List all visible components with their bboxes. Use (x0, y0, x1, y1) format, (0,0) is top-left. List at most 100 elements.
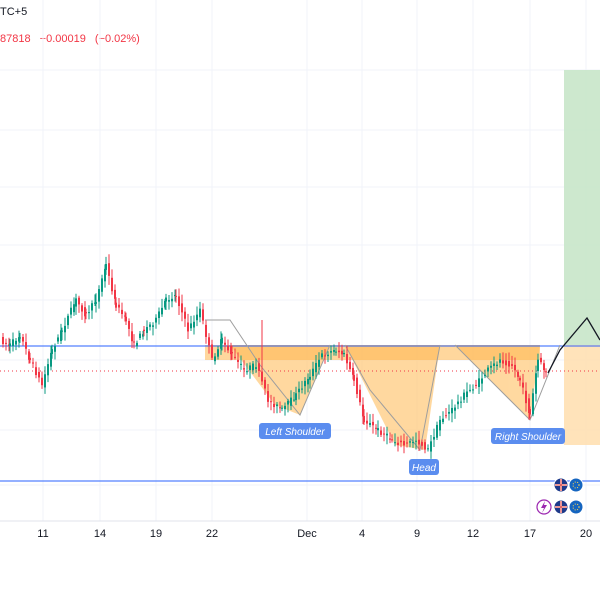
candle-body (67, 315, 69, 326)
candle-body (421, 441, 423, 446)
candle-body (221, 337, 223, 344)
time-axis[interactable]: 11 14 19 22 Dec 4 9 12 17 20 (37, 528, 592, 540)
candle-body (324, 355, 326, 357)
candle-body (366, 420, 368, 424)
last-price: 87818 (0, 33, 31, 45)
candle-body (330, 351, 332, 353)
symbol-header: TC+5 (0, 6, 28, 18)
candle-body (369, 423, 371, 425)
candle-body (287, 400, 289, 405)
candle-body (70, 307, 72, 315)
candle-body (155, 317, 157, 323)
candle-body (19, 337, 21, 339)
candle-body (397, 442, 399, 446)
candle-body (249, 365, 251, 371)
candle-body (386, 433, 388, 436)
candle-body (270, 401, 272, 403)
time-axis-label: 20 (580, 528, 592, 540)
candle-body (136, 342, 138, 347)
target-zone (564, 70, 600, 345)
candle-body (234, 356, 236, 358)
candle-body (281, 407, 283, 409)
flag-gb-icon[interactable] (553, 477, 569, 493)
candle-body (142, 334, 144, 337)
time-axis-label: 12 (467, 528, 479, 540)
candle-body (255, 367, 257, 369)
candle-body (333, 350, 335, 352)
candle-body (481, 378, 483, 384)
lightning-icon[interactable] (536, 499, 552, 515)
candle-body (451, 407, 453, 414)
candle-body (161, 307, 163, 315)
candle-body (454, 407, 456, 411)
candle-body (125, 316, 127, 322)
candle-body (341, 350, 343, 355)
candle-body (304, 380, 306, 387)
time-axis-label: 14 (94, 528, 106, 540)
candle-body (528, 398, 530, 414)
candle-body (276, 404, 278, 407)
candle-body (47, 364, 49, 376)
time-axis-label: 11 (37, 528, 48, 540)
candle-body (298, 388, 300, 393)
candle-body (522, 382, 524, 388)
candle-body (2, 337, 4, 345)
candle-body (403, 441, 405, 446)
candle-body (217, 349, 219, 357)
candle-body (208, 337, 210, 346)
event-icons[interactable] (536, 477, 584, 515)
candle-body (88, 312, 90, 314)
candle-body (380, 430, 382, 435)
candle-body (409, 441, 411, 443)
candle-body (246, 371, 248, 373)
right-shoulder-text: Right Shoulder (495, 432, 562, 443)
candle-body (273, 403, 275, 408)
candle-body (5, 342, 7, 344)
candle-body (439, 419, 441, 431)
candle-body (514, 364, 516, 371)
candle-body (38, 371, 40, 378)
candle-body (375, 427, 377, 429)
candle-body (442, 418, 444, 423)
candle-body (493, 363, 495, 366)
candle-body (472, 389, 474, 391)
candle-body (51, 349, 53, 355)
candle-body (50, 352, 52, 367)
candle-body (457, 401, 459, 405)
projection-path (547, 316, 600, 374)
candle-body (25, 342, 27, 349)
candle-body (478, 378, 480, 387)
flag-eu-icon[interactable] (568, 477, 584, 493)
candle-body (101, 278, 103, 292)
time-axis-label: Dec (297, 528, 317, 540)
candle-body (359, 389, 361, 403)
candle-body (346, 354, 348, 364)
candle-body (181, 303, 183, 313)
price-change-header: 87818 −0.00019 (−0.02%) (0, 33, 146, 45)
candle-body (252, 363, 254, 371)
candle-body (54, 346, 56, 352)
candle-body (91, 303, 93, 311)
candle-body (165, 297, 167, 302)
candle-body (193, 321, 195, 328)
candle-body (61, 330, 63, 332)
candle-body (460, 401, 462, 403)
candles (2, 254, 547, 459)
candle-body (545, 371, 547, 373)
candle-body (529, 409, 531, 415)
flag-gb-icon[interactable] (553, 499, 569, 515)
candle-body (418, 439, 420, 445)
candle-body (28, 351, 30, 360)
candle-body (205, 324, 207, 337)
candle-body (121, 309, 123, 315)
candle-body (383, 433, 385, 435)
candle-body (174, 294, 176, 297)
candle-body (196, 314, 198, 321)
candle-body (424, 442, 426, 450)
candle-body (168, 300, 170, 302)
candle-body (184, 311, 186, 319)
candle-body (111, 277, 113, 292)
flag-eu-icon[interactable] (568, 499, 584, 515)
time-axis-label: 22 (206, 528, 218, 540)
